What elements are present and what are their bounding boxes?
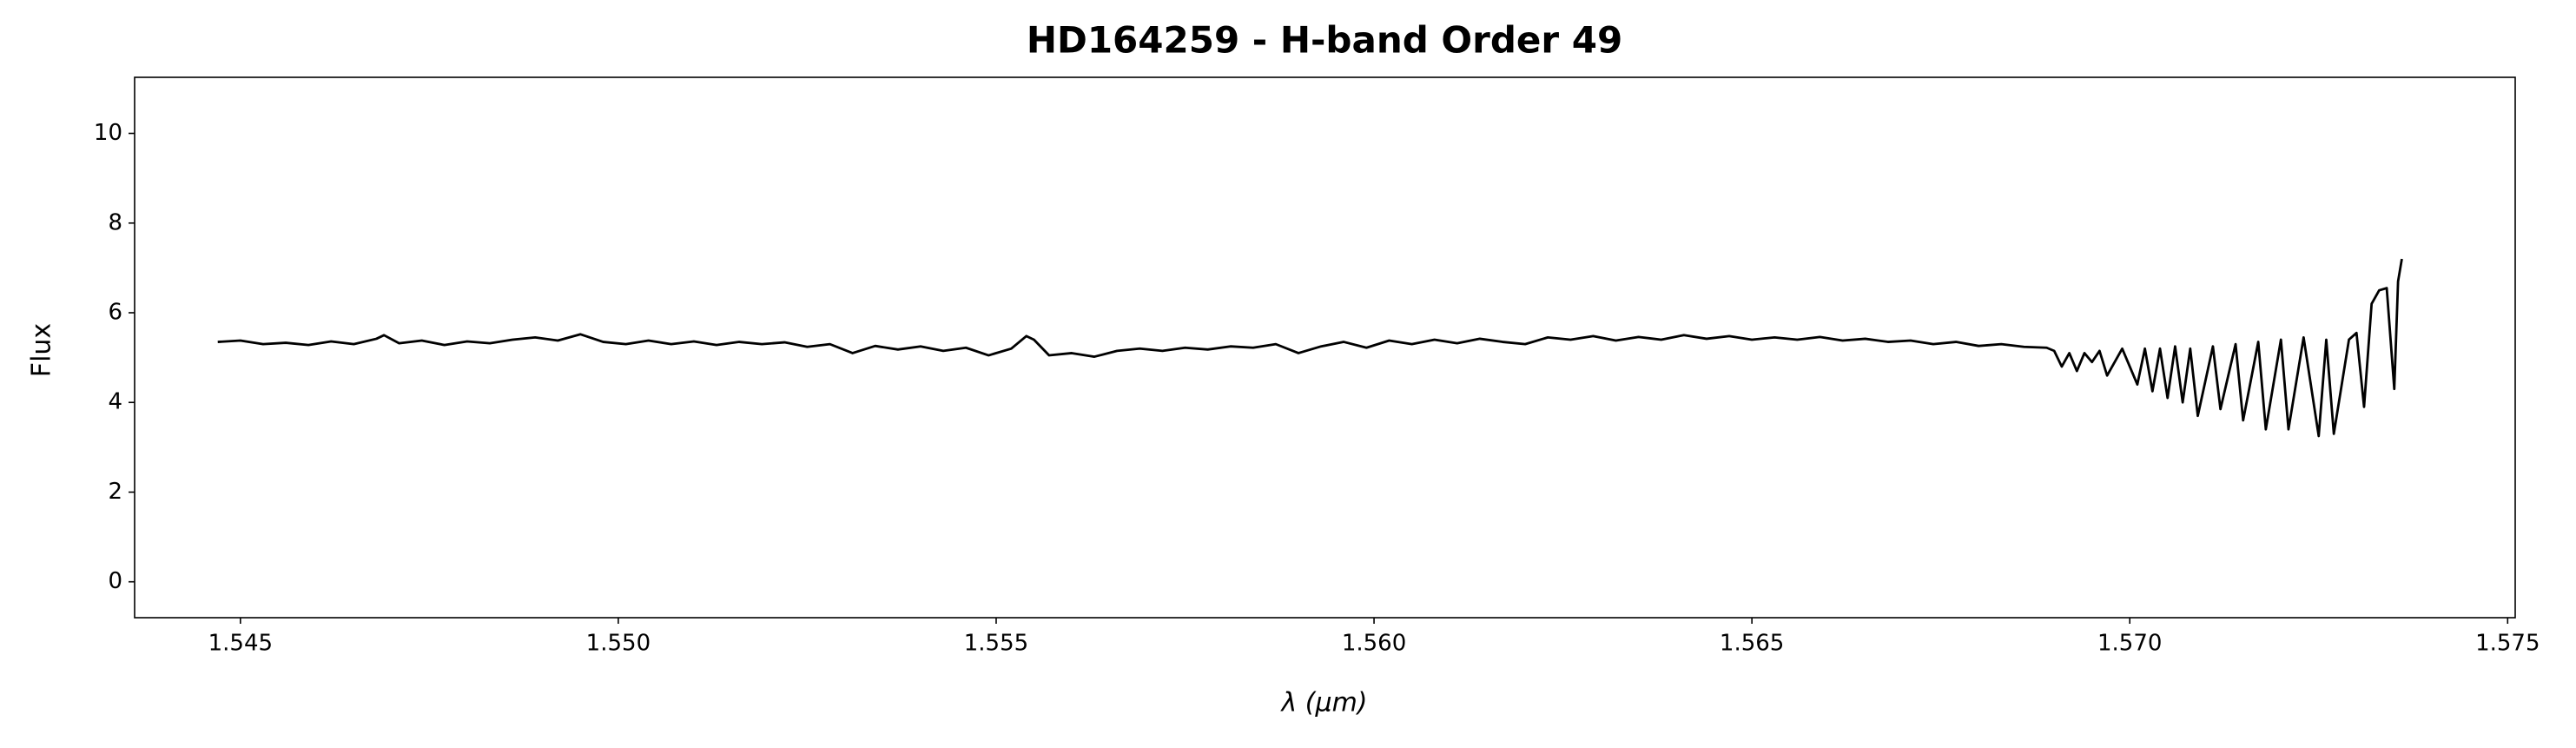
chart-title: HD164259 - H-band Order 49 bbox=[1027, 19, 1622, 62]
x-tick-label: 1.555 bbox=[964, 631, 1028, 657]
y-tick-label: 6 bbox=[108, 299, 122, 325]
x-tick-label: 1.575 bbox=[2475, 631, 2540, 657]
y-tick-label: 0 bbox=[108, 568, 122, 594]
y-tick-label: 10 bbox=[94, 120, 122, 146]
y-tick-label: 4 bbox=[108, 389, 122, 415]
x-tick-label: 1.550 bbox=[586, 631, 651, 657]
spectrum-line bbox=[217, 258, 2403, 438]
plot-frame bbox=[134, 76, 2516, 619]
x-tick-label: 1.560 bbox=[1342, 631, 1406, 657]
y-tick-label: 2 bbox=[108, 479, 122, 505]
x-tick-label: 1.565 bbox=[1720, 631, 1784, 657]
x-tick-label: 1.545 bbox=[208, 631, 273, 657]
x-tick-label: 1.570 bbox=[2097, 631, 2162, 657]
x-axis-label: λ (μm) bbox=[1279, 688, 1367, 718]
y-axis-label: Flux bbox=[27, 323, 57, 377]
y-tick-label: 8 bbox=[108, 209, 122, 235]
